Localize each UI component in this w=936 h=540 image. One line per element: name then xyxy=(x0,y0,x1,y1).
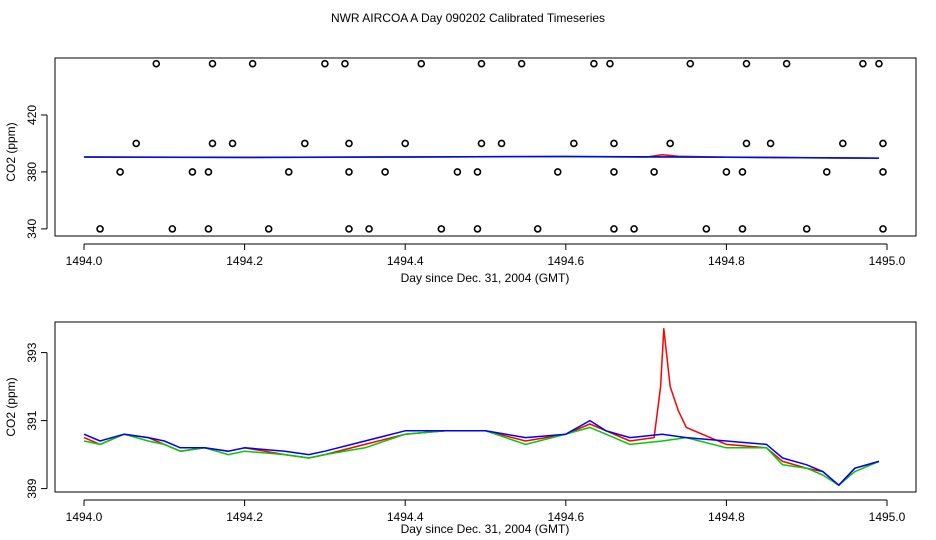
series-line-blue xyxy=(83,419,880,486)
calibration-marker xyxy=(208,139,217,148)
calibration-marker xyxy=(738,168,747,176)
calibration-marker xyxy=(345,139,353,148)
calibration-marker xyxy=(742,139,751,148)
y-tick-label: 389 xyxy=(25,478,39,498)
calibration-marker xyxy=(132,139,140,148)
calibration-marker xyxy=(722,168,731,176)
x-tick-label: 1495.0 xyxy=(869,510,906,524)
calibration-marker xyxy=(204,168,213,176)
series-line-blue xyxy=(83,155,880,159)
x-tick-label: 1494.8 xyxy=(708,254,745,268)
top-panel-y-axis: 340 380 420 xyxy=(25,105,48,239)
calibration-marker xyxy=(204,225,213,233)
calibration-marker xyxy=(116,168,124,176)
calibration-marker xyxy=(345,225,353,233)
top-panel-x-axis: 1494.0 1494.2 1494.4 1494.6 1494.8 1495.0 xyxy=(66,243,906,268)
calibration-marker xyxy=(702,225,711,233)
bottom-panel-y-axis: 389 391 393 xyxy=(25,342,48,499)
bottom-panel-timeseries-plot: 1494.0 1494.2 1494.4 1494.6 1494.8 1495.0 389… xyxy=(4,321,917,536)
x-tick-label: 1495.0 xyxy=(869,254,906,268)
y-tick-label: 420 xyxy=(25,105,39,125)
series-line-green xyxy=(83,426,880,486)
calibration-marker xyxy=(782,59,791,68)
top-panel-frame xyxy=(54,57,917,237)
calibration-marker xyxy=(875,59,883,68)
calibration-marker xyxy=(417,59,426,68)
top-panel-x-label: Day since Dec. 31, 2004 (GMT) xyxy=(401,271,570,285)
bottom-panel-x-axis: 1494.0 1494.2 1494.4 1494.6 1494.8 1495.0 xyxy=(66,499,906,524)
figure-title: NWR AIRCOA A Day 090202 Calibrated Times… xyxy=(331,11,605,25)
calibration-marker xyxy=(766,139,775,148)
calibration-marker xyxy=(879,168,887,176)
calibration-marker xyxy=(802,225,811,233)
calibration-marker xyxy=(497,139,506,148)
calibration-marker xyxy=(610,225,618,233)
x-tick-label: 1494.0 xyxy=(66,254,103,268)
calibration-marker xyxy=(228,139,237,148)
bottom-panel-y-label: CO2 (ppm) xyxy=(4,377,18,436)
series-line-red xyxy=(83,328,880,486)
calibration-marker xyxy=(168,225,177,233)
calibration-marker xyxy=(666,139,674,148)
calibration-marker xyxy=(879,225,887,233)
x-tick-label: 1494.2 xyxy=(226,510,263,524)
calibration-marker xyxy=(248,59,257,68)
bottom-panel-frame xyxy=(54,321,917,493)
calibration-marker xyxy=(401,139,410,148)
y-tick-label: 391 xyxy=(25,410,39,430)
x-tick-label: 1494.4 xyxy=(387,254,424,268)
bottom-panel-series xyxy=(83,328,880,486)
x-tick-label: 1494.0 xyxy=(66,510,103,524)
calibration-marker xyxy=(477,139,486,148)
calibration-marker xyxy=(96,225,104,233)
calibration-marker xyxy=(208,59,217,68)
calibration-marker xyxy=(742,59,751,68)
top-panel-calibration-markers xyxy=(96,59,887,233)
top-panel-calibration-plot: 1494.0 1494.2 1494.4 1494.6 1494.8 1495.0 340… xyxy=(4,57,917,285)
calibration-marker xyxy=(517,59,526,68)
calibration-marker xyxy=(381,168,389,176)
calibration-marker xyxy=(473,168,482,176)
top-panel-y-label: CO2 (ppm) xyxy=(4,122,18,181)
calibration-marker xyxy=(650,168,658,176)
top-panel-series xyxy=(83,154,880,159)
calibration-marker xyxy=(437,225,446,233)
x-tick-label: 1494.6 xyxy=(547,254,584,268)
x-tick-label: 1494.6 xyxy=(547,510,584,524)
calibration-marker xyxy=(284,168,293,176)
calibration-marker xyxy=(879,139,887,148)
x-tick-label: 1494.4 xyxy=(387,510,424,524)
calibration-marker xyxy=(152,59,161,68)
calibration-marker xyxy=(453,168,462,176)
calibration-marker xyxy=(606,59,614,68)
calibration-marker xyxy=(590,59,598,68)
calibration-marker xyxy=(477,59,486,68)
calibration-marker xyxy=(570,139,578,148)
calibration-marker xyxy=(188,168,197,176)
bottom-panel-x-label: Day since Dec. 31, 2004 (GMT) xyxy=(401,522,570,536)
calibration-marker xyxy=(533,225,542,233)
calibration-marker xyxy=(859,59,867,68)
calibration-marker xyxy=(264,225,273,233)
y-tick-label: 340 xyxy=(25,219,39,239)
calibration-marker xyxy=(365,225,373,233)
x-tick-label: 1494.2 xyxy=(226,254,263,268)
calibration-marker xyxy=(686,59,695,68)
x-tick-label: 1494.8 xyxy=(708,510,745,524)
calibration-marker xyxy=(610,139,618,148)
y-tick-label: 380 xyxy=(25,162,39,182)
calibration-marker xyxy=(473,225,482,233)
y-tick-label: 393 xyxy=(25,342,39,362)
calibration-marker xyxy=(610,168,618,176)
calibration-marker xyxy=(341,59,349,68)
calibration-marker xyxy=(839,139,847,148)
calibration-marker xyxy=(738,225,747,233)
calibration-marker xyxy=(301,139,309,148)
calibration-marker xyxy=(630,225,638,233)
calibration-marker xyxy=(822,168,831,176)
calibration-marker xyxy=(553,168,562,176)
calibration-marker xyxy=(321,59,329,68)
calibration-marker xyxy=(345,168,353,176)
